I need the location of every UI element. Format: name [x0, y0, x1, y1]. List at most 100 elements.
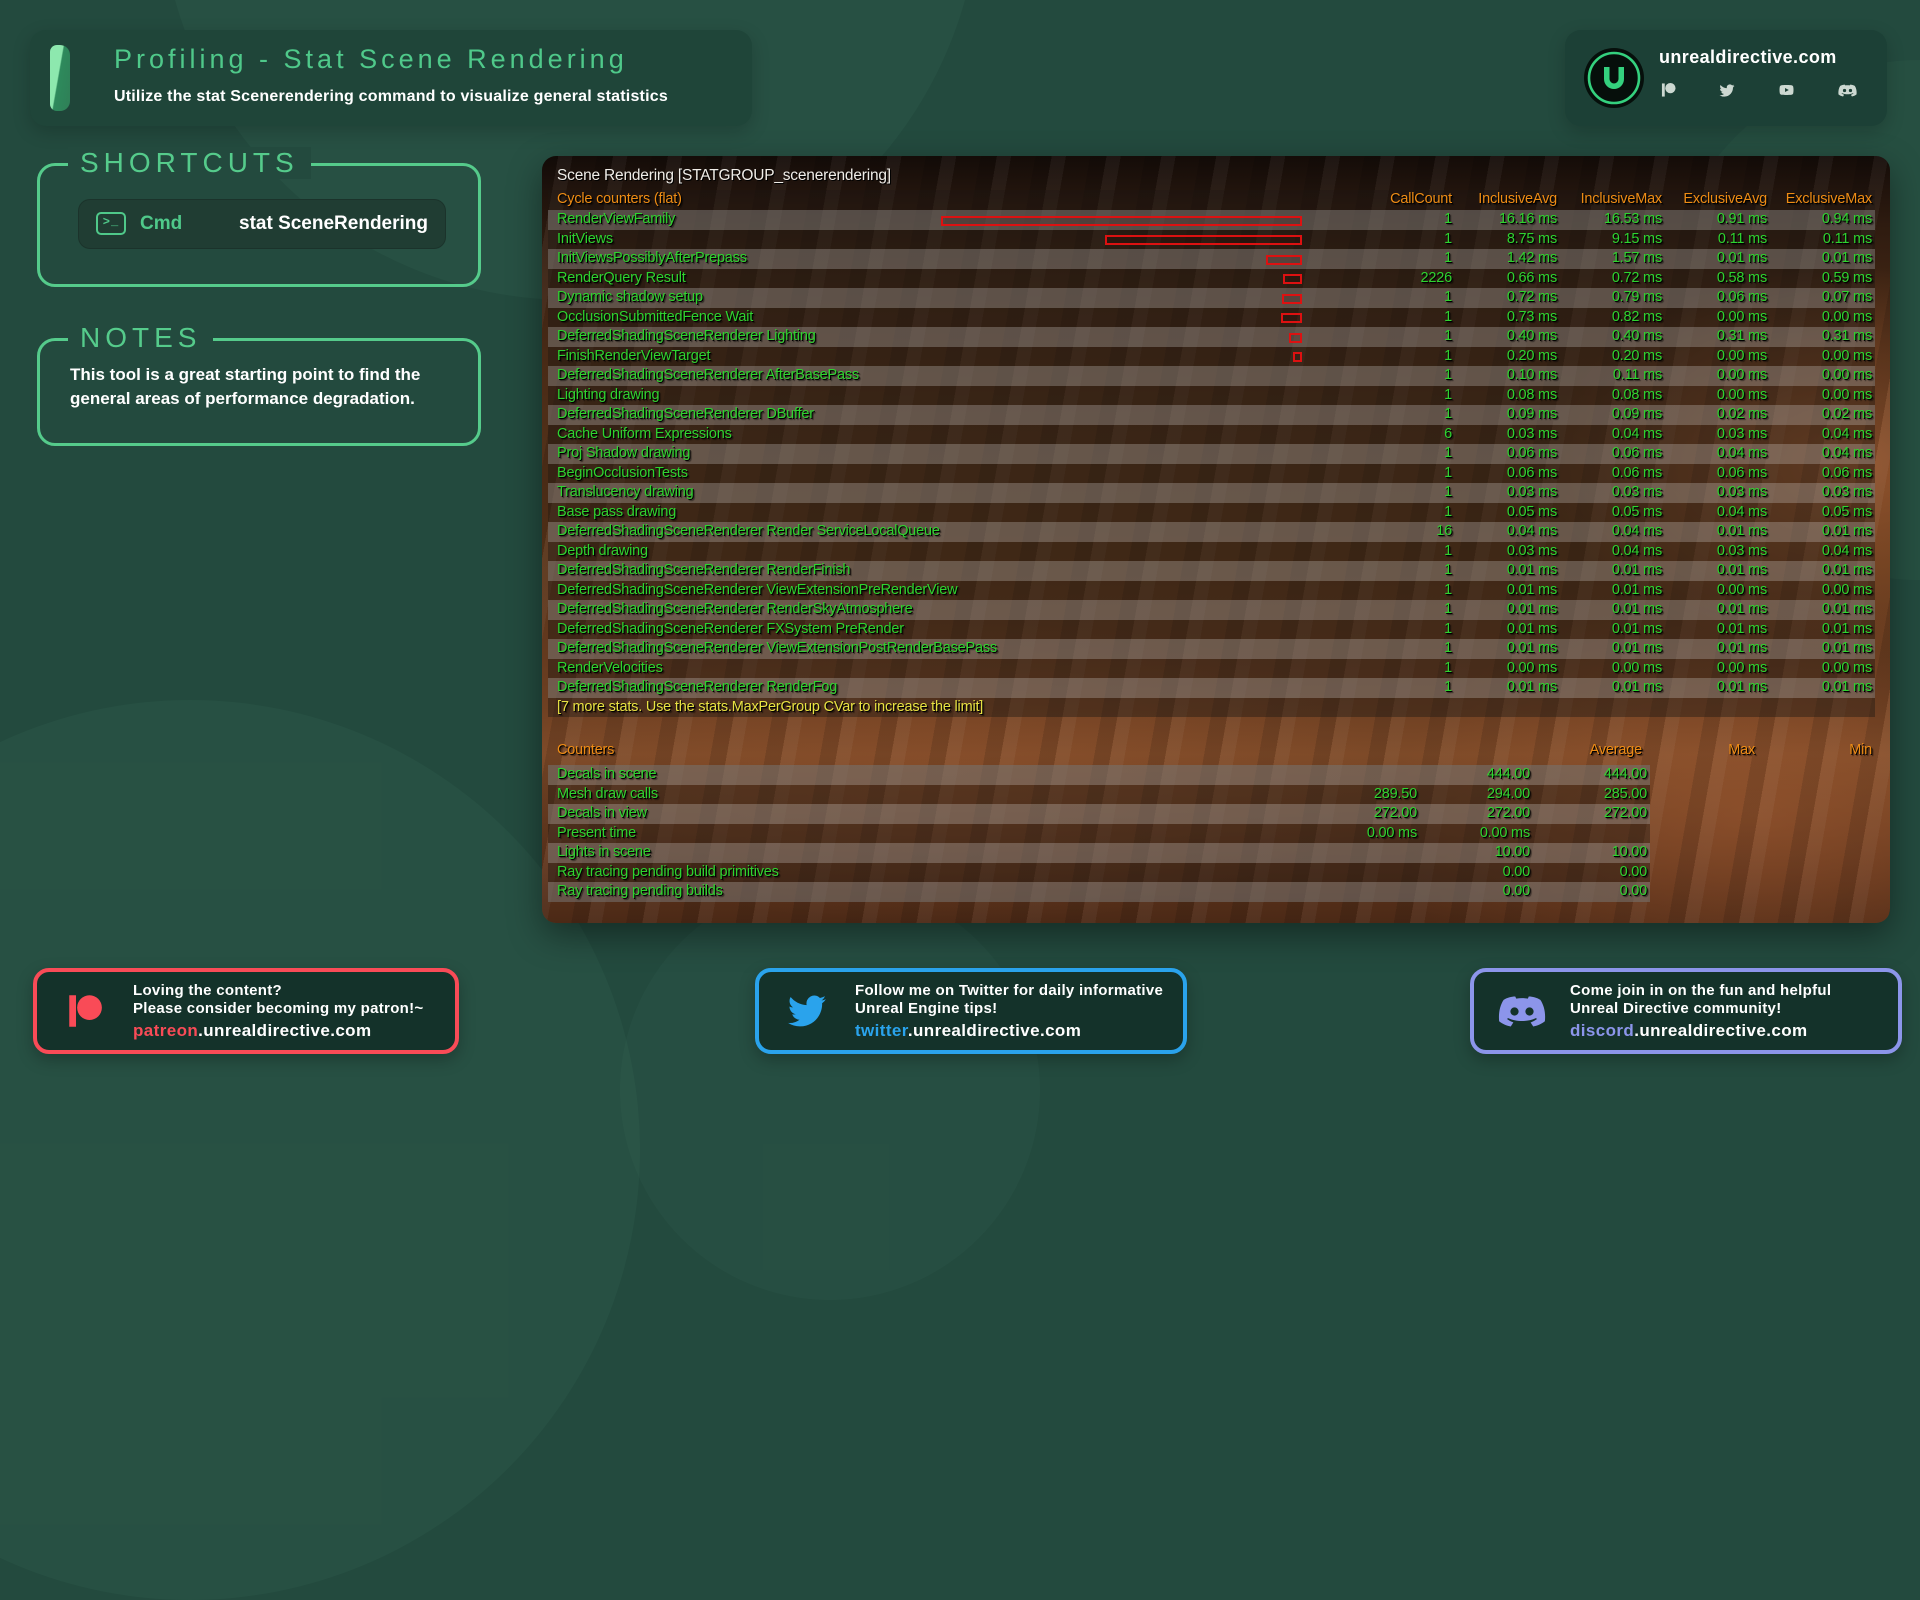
stat-value: 1	[1444, 328, 1452, 344]
stat-value: 1	[1444, 230, 1452, 247]
promo-line: Loving the content?	[133, 981, 283, 999]
counters-header-row: Counters Average Max Min	[548, 741, 1875, 761]
stat-value: 0.08 ms	[1611, 386, 1662, 403]
stat-name: InitViews	[557, 230, 613, 247]
stat-value: 0.04 ms	[1821, 542, 1872, 559]
stat-value: 0.01 ms	[1716, 250, 1767, 266]
twitter-link[interactable]: twitter.unrealdirective.com	[855, 1020, 1082, 1040]
stat-value: 1	[1444, 289, 1452, 305]
stat-name: Dynamic shadow setup	[557, 289, 703, 305]
promo-line: Unreal Engine tips!	[855, 999, 998, 1017]
column-header-inclusiveavg: InclusiveAvg	[1478, 191, 1557, 207]
stat-row: DeferredShadingSceneRenderer FXSystem Pr…	[548, 619, 1875, 639]
counter-value: 272.00	[1486, 805, 1530, 821]
discord-link[interactable]: discord.unrealdirective.com	[1570, 1020, 1808, 1040]
column-header-exclusivemax: ExclusiveMax	[1785, 191, 1872, 207]
notes-text: This tool is a great starting point to f…	[70, 365, 421, 408]
stat-value: 0.01 ms	[1506, 640, 1557, 656]
stat-value: 1	[1444, 386, 1452, 403]
stat-value: 0.00 ms	[1821, 347, 1872, 364]
stat-value: 16.16 ms	[1498, 211, 1557, 227]
stat-value: 0.01 ms	[1716, 601, 1767, 617]
stat-name: Depth drawing	[557, 542, 648, 559]
stat-value: 0.00 ms	[1716, 659, 1767, 676]
stat-row: DeferredShadingSceneRenderer RenderFinis…	[548, 561, 1875, 581]
stat-value: 1	[1444, 620, 1452, 637]
stat-value: 0.04 ms	[1611, 542, 1662, 559]
stat-value: 0.00 ms	[1821, 581, 1872, 598]
stat-value: 0.66 ms	[1506, 269, 1557, 286]
stat-name: Cache Uniform Expressions	[557, 425, 732, 442]
stat-value: 16.53 ms	[1603, 211, 1662, 227]
column-header-inclusivemax: InclusiveMax	[1580, 191, 1663, 207]
stat-value: 0.06 ms	[1611, 445, 1662, 461]
patreon-icon[interactable]	[1661, 82, 1676, 98]
counter-name: Lights in scene	[557, 844, 651, 860]
stat-name: RenderViewFamily	[557, 211, 676, 227]
stat-value: 0.59 ms	[1821, 269, 1872, 286]
page: { "header": { "title": "Profiling - Stat…	[33, 30, 1902, 1054]
stat-value: 9.15 ms	[1611, 230, 1662, 247]
stat-value: 0.06 ms	[1821, 464, 1872, 481]
patreon-link[interactable]: patreon.unrealdirective.com	[133, 1020, 372, 1040]
stat-value: 0.01 ms	[1506, 620, 1557, 637]
stat-row: DeferredShadingSceneRenderer ViewExtensi…	[548, 580, 1875, 600]
promo-line: Follow me on Twitter for daily informati…	[855, 981, 1164, 999]
stat-value: 0.01 ms	[1716, 620, 1767, 637]
stat-name: DeferredShadingSceneRenderer ViewExtensi…	[557, 581, 958, 598]
counter-value: 272.00	[1603, 805, 1647, 821]
stat-value: 1	[1444, 308, 1452, 325]
stat-value: 0.06 ms	[1716, 289, 1767, 305]
stat-row: DeferredShadingSceneRenderer RenderSkyAt…	[548, 600, 1875, 620]
twitter-icon[interactable]	[1718, 83, 1736, 98]
stat-row: Dynamic shadow setup 1 0.72 ms 0.79 ms 0.06 …	[548, 288, 1875, 308]
stat-value: 0.82 ms	[1611, 308, 1662, 325]
column-header-callcount: CallCount	[1390, 191, 1452, 207]
stat-name: Lighting drawing	[557, 386, 660, 403]
stat-value: 0.06 ms	[1506, 445, 1557, 461]
stat-value: 0.04 ms	[1506, 523, 1557, 539]
stat-name: Base pass drawing	[557, 503, 677, 520]
counter-name: Decals in scene	[557, 766, 657, 782]
counter-value: 0.00	[1619, 863, 1648, 880]
stat-value: 1.42 ms	[1506, 250, 1557, 266]
discord-icon	[1474, 993, 1570, 1030]
stat-value: 1	[1444, 562, 1452, 578]
stat-row: RenderViewFamily 1 16.16 ms 16.53 ms 0.91 ms…	[548, 210, 1875, 230]
discord-icon[interactable]	[1838, 83, 1857, 98]
stat-value: 0.09 ms	[1506, 406, 1557, 422]
stat-value: 0.01 ms	[1611, 581, 1662, 598]
counter-row: Decals in view 272.00 272.00 272.00	[548, 804, 1650, 824]
patreon-promo-card: Loving the content? Please consider beco…	[33, 968, 459, 1054]
counter-row: Decals in scene 444.00 444.00	[548, 765, 1650, 785]
column-header-min: Min	[1849, 742, 1872, 758]
twitter-promo-card: Follow me on Twitter for daily informati…	[755, 968, 1187, 1054]
inclusive-time-bar	[1281, 313, 1302, 323]
stat-value: 0.11 ms	[1717, 230, 1767, 247]
stat-row: DeferredShadingSceneRenderer Render Serv…	[548, 522, 1875, 542]
branding-card: unrealdirective.com	[1565, 30, 1887, 126]
stat-name: Translucency drawing	[557, 484, 694, 500]
background-circle-decoration	[620, 880, 1040, 1300]
stat-value: 0.01 ms	[1821, 620, 1872, 637]
stat-row: BeginOcclusionTests 1 0.06 ms 0.06 ms 0.06 m…	[548, 463, 1875, 483]
stat-value: 0.00 ms	[1821, 308, 1872, 325]
stat-value: 0.05 ms	[1506, 503, 1557, 520]
stat-row: InitViews 1 8.75 ms 9.15 ms 0.11 ms 0.11 ms	[548, 229, 1875, 249]
column-header-exclusiveavg: ExclusiveAvg	[1683, 191, 1767, 207]
stat-value: 1	[1444, 503, 1452, 520]
youtube-icon[interactable]	[1777, 83, 1796, 97]
stat-value: 1	[1444, 445, 1452, 461]
stat-group-title: Scene Rendering [STATGROUP_scenerenderin…	[557, 167, 891, 184]
stat-value: 0.01 ms	[1716, 562, 1767, 578]
stat-value: 0.05 ms	[1821, 503, 1872, 520]
stat-name: DeferredShadingSceneRenderer RenderSkyAt…	[557, 601, 913, 617]
inclusive-time-bar	[1105, 235, 1302, 245]
stat-value: 0.01 ms	[1716, 523, 1767, 539]
stat-value: 0.01 ms	[1506, 601, 1557, 617]
stat-row: DeferredShadingSceneRenderer Lighting 1 0.…	[548, 327, 1875, 347]
stat-value: 0.06 ms	[1716, 464, 1767, 481]
patreon-icon	[37, 990, 133, 1032]
command-shortcut-pill: >_ Cmd stat SceneRendering	[78, 199, 446, 249]
counter-value: 444.00	[1603, 766, 1647, 782]
